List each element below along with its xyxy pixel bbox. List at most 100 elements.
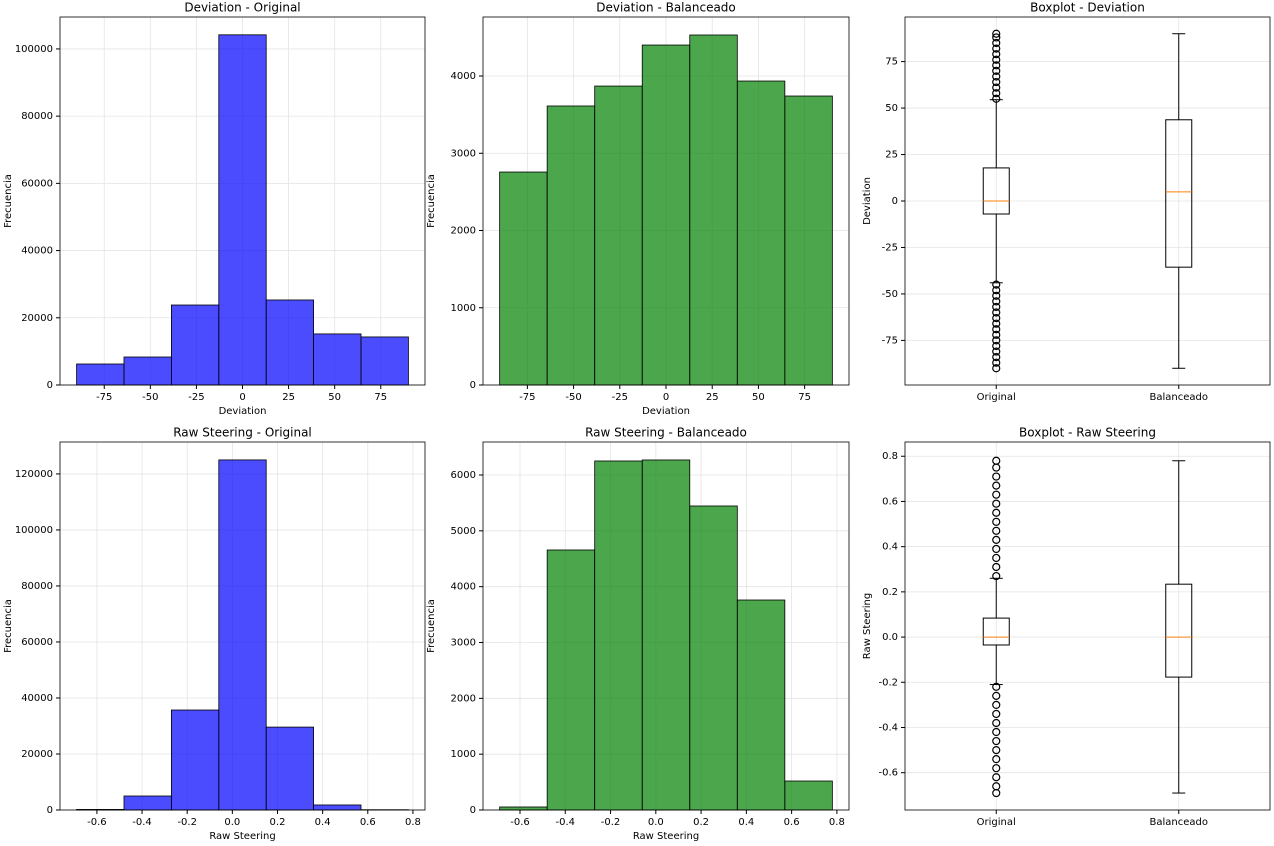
bar: [641, 459, 691, 811]
bar: [736, 80, 786, 386]
flier: [992, 286, 1001, 295]
y-tick-label: -0.6: [878, 768, 898, 779]
y-axis-label: Deviation: [862, 177, 873, 225]
x-tick-label: 0.2: [270, 817, 286, 828]
y-tick-label: 3000: [451, 148, 476, 159]
x-tick-label: 0.0: [648, 817, 664, 828]
x-axis-label: Raw Steering: [633, 831, 699, 842]
subplot: 0 1000 2000 3000 4000 -75 -50 -25 0 25 50 75 Deviati…: [426, 1, 850, 417]
x-tick-label: 75: [374, 392, 387, 403]
flier: [992, 38, 1001, 48]
flier: [992, 544, 1001, 554]
subplot-title: Raw Steering - Balanceado: [585, 426, 747, 440]
x-tick-label: 0.8: [829, 817, 845, 828]
flier: [992, 562, 1001, 572]
y-tick-label: 25: [885, 150, 898, 161]
x-tick-label: -25: [612, 392, 628, 403]
flier: [992, 490, 1001, 499]
bar: [784, 95, 833, 386]
bar: [546, 549, 596, 811]
y-tick-label: 40000: [21, 246, 53, 257]
y-tick-label: 1000: [451, 303, 476, 314]
flier: [992, 347, 1001, 356]
y-tick-label: 0: [47, 805, 53, 816]
y-tick-label: 0: [470, 380, 476, 391]
bar: [76, 363, 125, 386]
y-tick-label: -75: [882, 335, 898, 346]
bar: [641, 44, 691, 386]
bar: [499, 171, 548, 386]
bar: [546, 105, 596, 386]
flier: [992, 456, 1001, 465]
flier: [992, 358, 1001, 367]
flier: [992, 553, 1001, 563]
y-tick-label: 40000: [21, 693, 53, 704]
y-axis-label: Raw Steering: [862, 593, 873, 659]
y-tick-label: 6000: [451, 470, 476, 481]
bar: [689, 505, 738, 811]
x-tick-label: -0.2: [177, 817, 197, 828]
flier: [992, 297, 1001, 306]
x-tick-label: -75: [96, 392, 112, 403]
flier: [992, 517, 1001, 526]
bar: [123, 356, 172, 386]
x-tick-label: -0.4: [556, 817, 576, 828]
flier: [992, 718, 1001, 728]
y-axis-label: Frecuencia: [3, 599, 14, 653]
x-tick-label: 25: [282, 392, 295, 403]
flier: [992, 280, 1001, 289]
x-tick-label: 50: [752, 392, 765, 403]
bar: [784, 780, 833, 811]
subplot: 0 1000 2000 3000 4000 5000 6000 -0.6 -0.4 -0.2 0.0…: [426, 426, 850, 842]
y-tick-label: 60000: [21, 637, 53, 648]
y-tick-label: 60000: [21, 178, 53, 189]
bar: [265, 299, 315, 386]
y-tick-label: 0: [470, 805, 476, 816]
x-tick-label: 0.4: [315, 817, 331, 828]
y-tick-label: 0.6: [882, 496, 898, 507]
y-tick-label: 120000: [15, 469, 53, 480]
subplot-title: Deviation - Original: [184, 1, 300, 15]
y-tick-label: 75: [885, 57, 898, 68]
flier: [992, 773, 1001, 782]
y-axis-label: Frecuencia: [3, 174, 14, 228]
flier: [992, 83, 1001, 92]
axes-frame: [59, 441, 426, 811]
flier: [992, 571, 1001, 581]
subplot: 0 20000 40000 60000 80000 100000 120000 -0.6 -0.…: [3, 426, 426, 842]
flier: [992, 535, 1001, 544]
flier: [992, 325, 1001, 334]
flier: [992, 472, 1001, 481]
flier: [992, 755, 1001, 764]
bar: [218, 459, 267, 811]
y-tick-label: 2000: [451, 693, 476, 704]
x-tick-label: -25: [188, 392, 204, 403]
flier: [992, 727, 1001, 737]
y-axis-label: Frecuencia: [426, 599, 437, 653]
x-tick-label: 25: [706, 392, 719, 403]
flier: [992, 353, 1001, 362]
flier: [992, 308, 1001, 317]
x-tick-label: 0.4: [738, 817, 754, 828]
box: [1165, 119, 1193, 268]
y-tick-label: 50: [885, 103, 898, 114]
flier: [992, 61, 1001, 70]
bar: [360, 336, 409, 386]
flier: [992, 499, 1001, 508]
bar: [689, 34, 738, 386]
bar: [736, 599, 786, 811]
y-tick-label: 4000: [451, 71, 476, 82]
x-tick-label: -0.6: [87, 817, 107, 828]
flier: [992, 526, 1001, 535]
flier: [992, 89, 1001, 98]
y-tick-label: -25: [882, 242, 898, 253]
x-tick-label: Balanceado: [1150, 392, 1208, 403]
flier: [992, 291, 1001, 300]
y-tick-label: 2000: [451, 226, 476, 237]
flier: [992, 788, 1001, 798]
flier: [992, 94, 1001, 103]
x-tick-label: 0.2: [693, 817, 709, 828]
flier: [992, 319, 1001, 328]
flier: [992, 77, 1001, 87]
